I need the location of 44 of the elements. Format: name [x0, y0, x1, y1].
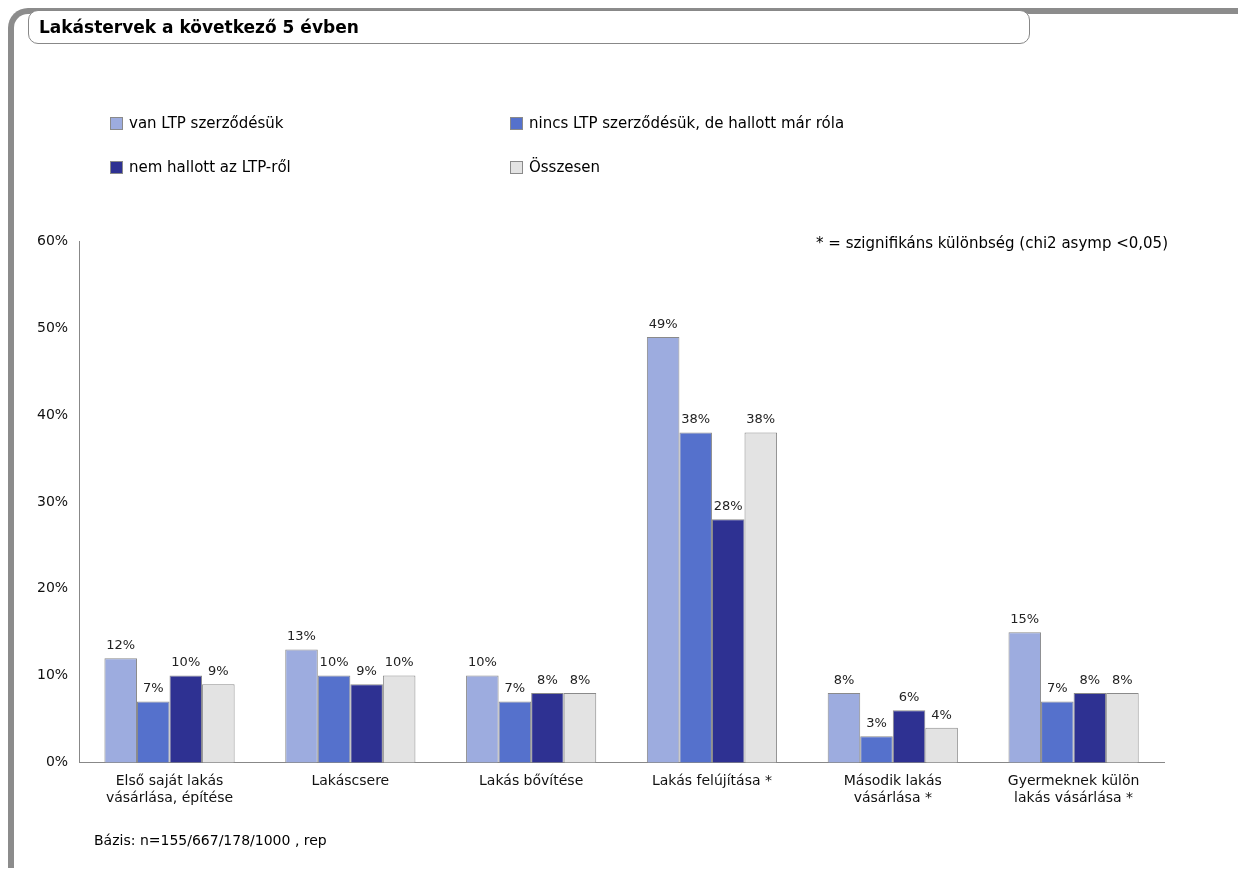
y-tick-label: 60%	[36, 232, 69, 249]
y-tick-label: 30%	[36, 492, 69, 509]
data-label: 7%	[1047, 680, 1068, 696]
data-label: 8%	[1112, 671, 1133, 687]
data-label: 10%	[171, 654, 201, 670]
y-tick-label: 40%	[36, 405, 69, 422]
legend-label: Összesen	[529, 158, 601, 176]
y-tick-label: 20%	[36, 579, 69, 596]
data-label: 38%	[681, 411, 711, 427]
x-tick-label: Első saját lakás vásárlása, építése	[105, 772, 234, 806]
chart-title: Lakástervek a következő 5 évben	[28, 10, 1030, 44]
data-label: 49%	[648, 315, 678, 331]
legend-label: nincs LTP szerződésük, de hallott már róla	[529, 114, 845, 132]
data-label: 28%	[713, 498, 743, 514]
data-label: 15%	[1010, 611, 1040, 627]
y-tick-label: 0%	[45, 753, 69, 770]
text: Bázis: n=155/667/178/1000 , rep	[94, 832, 327, 848]
data-label: 9%	[208, 663, 229, 679]
x-tick-label: Lakás bővítése	[479, 772, 584, 789]
data-label: 10%	[467, 654, 497, 670]
x-tick-label: Lakáscsere	[311, 772, 390, 789]
annotation: * = szignifikáns különbség (chi2 asymp <0,05)	[816, 234, 1168, 252]
y-tick-label: 50%	[36, 318, 69, 335]
data-label: 4%	[931, 706, 952, 722]
data-label: 8%	[833, 671, 855, 687]
data-label: 7%	[142, 680, 164, 696]
data-label: 8%	[537, 671, 558, 687]
data-label: 8%	[1079, 671, 1101, 687]
data-label: 6%	[898, 689, 920, 705]
data-label: 10%	[319, 654, 349, 670]
data-label: 9%	[356, 663, 377, 679]
y-tick-label: 10%	[36, 666, 69, 683]
x-tick-label: Gyermeknek külön lakás vásárlása *	[1007, 772, 1140, 806]
x-tick-label: Lakás felújítása *	[651, 772, 772, 789]
data-label: 10%	[384, 654, 414, 670]
legend-label: nem hallott az LTP-ről	[129, 158, 291, 176]
legend-label: van LTP szerződésük	[129, 114, 284, 132]
data-label: 12%	[106, 637, 136, 653]
data-label: 7%	[504, 680, 526, 696]
data-label: 38%	[746, 411, 776, 427]
data-label: 8%	[569, 671, 591, 687]
x-tick-label: Második lakás vásárlása *	[843, 772, 942, 806]
data-label: 13%	[287, 628, 316, 644]
data-label: 3%	[866, 715, 887, 731]
